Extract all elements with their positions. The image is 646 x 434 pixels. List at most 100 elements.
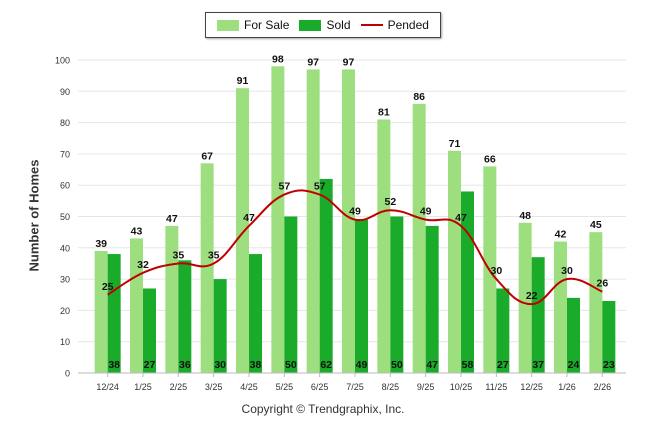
data-label-sold: 50 — [285, 359, 297, 371]
x-tick-label: 2/25 — [170, 382, 188, 392]
x-tick-label: 12/25 — [520, 382, 543, 392]
data-label-for-sale: 45 — [590, 219, 602, 231]
bar-sold — [249, 254, 262, 373]
y-tick-label: 90 — [60, 87, 70, 97]
y-tick-label: 10 — [60, 337, 70, 347]
legend-item-pended[interactable]: Pended — [360, 18, 429, 32]
data-label-for-sale: 71 — [449, 138, 461, 150]
bar-for-sale — [589, 232, 603, 373]
x-tick-label: 1/26 — [558, 382, 576, 392]
data-label-sold: 49 — [356, 359, 368, 371]
bar-for-sale — [554, 241, 567, 373]
bar-for-sale — [342, 69, 355, 373]
bar-for-sale — [271, 66, 285, 373]
bar-for-sale — [518, 222, 532, 373]
data-label-sold: 37 — [532, 359, 544, 371]
x-tick-label: 3/25 — [205, 382, 223, 392]
bar-for-sale — [130, 238, 143, 373]
x-tick-label: 10/25 — [450, 382, 473, 392]
y-tick-label: 30 — [60, 275, 70, 285]
legend-label-sold: Sold — [326, 18, 351, 32]
data-label-for-sale: 81 — [378, 106, 390, 118]
bar-sold — [390, 216, 404, 373]
bar-for-sale — [448, 150, 461, 373]
data-label-pended: 22 — [526, 290, 538, 302]
legend-item-for-sale[interactable]: For Sale — [217, 18, 289, 32]
data-label-pended: 52 — [384, 196, 396, 208]
bar-sold — [425, 225, 439, 373]
bar-sold — [567, 297, 580, 373]
x-tick-label: 12/24 — [96, 382, 119, 392]
data-label-sold: 36 — [179, 359, 191, 371]
x-tick-label: 1/25 — [134, 382, 152, 392]
data-label-for-sale: 42 — [555, 229, 567, 241]
legend-item-sold[interactable]: Sold — [299, 18, 351, 32]
data-label-for-sale: 98 — [272, 53, 284, 65]
bar-sold — [284, 216, 298, 373]
x-tick-label: 11/25 — [485, 382, 507, 392]
data-label-pended: 30 — [490, 265, 502, 277]
bar-sold — [531, 257, 545, 373]
axes: 0 10 20 30 40 50 60 70 80 90 100 12/24 1/25 2/25 3/25 4… — [55, 56, 626, 392]
data-labels: 39 38 43 27 47 36 67 30 91 38 98 50 97 62 97 49 81 50 86 47… — [95, 53, 615, 371]
bar-sold — [107, 254, 121, 373]
y-tick-label: 40 — [60, 243, 70, 253]
data-label-sold: 23 — [603, 359, 615, 371]
data-label-for-sale: 97 — [307, 56, 319, 68]
x-tick-label: 4/25 — [240, 382, 258, 392]
bar-sold — [178, 260, 192, 373]
bar-sold — [143, 288, 156, 373]
legend-label-for-sale: For Sale — [244, 18, 290, 32]
legend-swatch-sold — [299, 19, 322, 31]
copyright-text: Copyright © Trendgraphix, Inc. — [241, 402, 405, 416]
bar-for-sale — [236, 88, 249, 374]
data-label-sold: 27 — [144, 359, 156, 371]
data-label-pended: 49 — [420, 206, 432, 218]
data-label-for-sale: 48 — [519, 210, 531, 222]
y-tick-label: 50 — [60, 212, 70, 222]
bar-sold — [602, 301, 616, 373]
y-tick-label: 100 — [55, 56, 70, 66]
pended-line-path — [107, 189, 603, 306]
data-label-sold: 47 — [426, 359, 438, 371]
bar-sold — [319, 178, 333, 373]
legend-label-pended: Pended — [387, 18, 429, 32]
data-label-pended: 25 — [102, 281, 114, 293]
data-label-for-sale: 39 — [95, 238, 107, 250]
data-label-sold: 27 — [497, 359, 509, 371]
data-label-pended: 57 — [314, 181, 326, 193]
bar-for-sale — [200, 163, 214, 373]
y-tick-label: 20 — [60, 306, 70, 316]
y-tick-label: 60 — [60, 181, 70, 191]
data-label-pended: 30 — [561, 265, 573, 277]
bar-for-sale — [165, 225, 179, 373]
data-label-for-sale: 67 — [201, 150, 213, 162]
data-label-pended: 47 — [455, 212, 467, 224]
bar-sold — [496, 288, 510, 373]
bar-for-sale — [412, 103, 426, 373]
data-label-pended: 26 — [596, 278, 608, 290]
data-label-sold: 38 — [108, 359, 120, 371]
x-tick-label: 2/26 — [594, 382, 612, 392]
data-label-pended: 57 — [278, 181, 290, 193]
data-label-sold: 30 — [214, 359, 226, 371]
data-label-for-sale: 66 — [484, 153, 496, 165]
data-label-sold: 62 — [320, 359, 332, 371]
data-label-pended: 35 — [208, 249, 220, 261]
x-tick-label: 8/25 — [382, 382, 400, 392]
data-label-for-sale: 86 — [413, 91, 425, 103]
data-label-pended: 49 — [349, 206, 361, 218]
data-label-for-sale: 91 — [237, 75, 249, 87]
data-label-for-sale: 97 — [343, 56, 355, 68]
x-tick-label: 7/25 — [346, 382, 364, 392]
y-tick-label: 80 — [60, 118, 70, 128]
data-label-for-sale: 43 — [131, 225, 143, 237]
pended-line — [107, 189, 603, 306]
x-tick-label: 6/25 — [311, 382, 329, 392]
data-label-pended: 47 — [243, 212, 255, 224]
legend-swatch-for-sale — [217, 19, 240, 31]
y-tick-label: 0 — [65, 369, 70, 379]
bar-sold — [213, 279, 227, 373]
data-label-for-sale: 47 — [166, 213, 178, 225]
